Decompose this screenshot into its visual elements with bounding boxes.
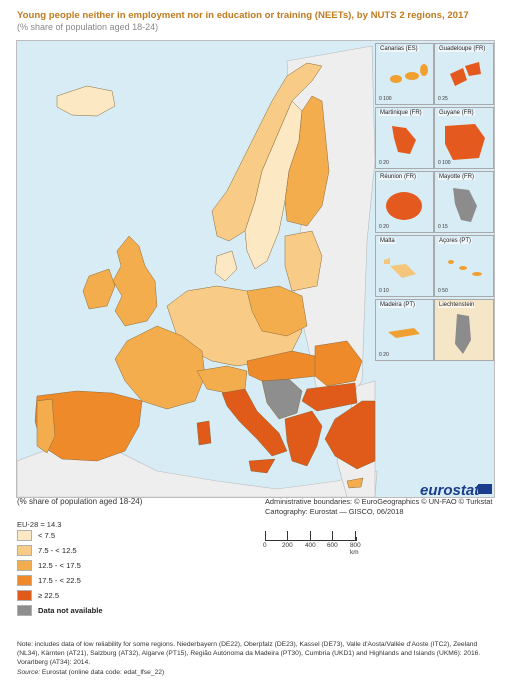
region-baltics bbox=[284, 230, 323, 292]
region-portugal bbox=[36, 398, 56, 454]
legend-caption: (% share of population aged 18-24) bbox=[17, 497, 143, 506]
region-croatia-hungary bbox=[246, 350, 318, 382]
europe-map bbox=[17, 45, 378, 497]
scale-bar: 0 200 400 600 800 km bbox=[263, 531, 365, 556]
legend-swatch bbox=[17, 574, 32, 586]
scale-label: 0 bbox=[263, 542, 267, 549]
legend-label: Data not available bbox=[38, 605, 103, 615]
scale-tick bbox=[355, 531, 356, 540]
inset-mayotte: Mayotte (FR) 0 15 bbox=[434, 171, 494, 233]
region-denmark bbox=[214, 250, 238, 282]
map-title: Young people neither in employment nor i… bbox=[17, 10, 469, 21]
inset-madeira-shape bbox=[388, 328, 420, 338]
region-finland bbox=[284, 95, 330, 227]
eurostat-logo: eurostat bbox=[420, 482, 480, 499]
inset-guadeloupe: Guadeloupe (FR) 0 25 bbox=[434, 43, 494, 105]
source-label: Source: bbox=[17, 669, 41, 676]
scale-label: 400 bbox=[305, 542, 316, 549]
region-balkans-na bbox=[261, 378, 303, 420]
boundaries-credit: Administrative boundaries: © EuroGeograp… bbox=[265, 497, 492, 516]
region-greece bbox=[284, 410, 323, 467]
region-bulgaria bbox=[301, 382, 358, 412]
legend-swatch bbox=[17, 604, 32, 616]
legend-swatch bbox=[17, 529, 32, 541]
inset-guyane-shape bbox=[445, 124, 485, 160]
inset-malta: Malta 0 10 bbox=[375, 235, 434, 297]
map-subtitle: (% share of population aged 18-24) bbox=[17, 22, 159, 32]
region-north-italy bbox=[196, 365, 248, 394]
inset-liechtenstein-shape bbox=[455, 314, 471, 354]
region-norway bbox=[211, 62, 323, 242]
legend-item: Data not available bbox=[17, 604, 103, 616]
inset-reunion: Réunion (FR) 0 20 bbox=[375, 171, 434, 233]
map-frame: Canarias (ES) 0 100 Guadeloupe (FR) 0 25… bbox=[16, 40, 495, 498]
inset-canarias-shape bbox=[390, 64, 428, 83]
scale-label: 200 bbox=[282, 542, 293, 549]
source-line: Source: Eurostat (online data code: edat… bbox=[17, 669, 164, 676]
legend-label: 7.5 - < 12.5 bbox=[38, 545, 77, 555]
inset-reunion-shape bbox=[386, 192, 422, 220]
boundaries-line-2: Cartography: Eurostat — GISCO, 06/2018 bbox=[265, 506, 404, 516]
region-south-italy bbox=[221, 388, 288, 457]
legend-swatch bbox=[17, 559, 32, 571]
inset-martinique-shape bbox=[392, 126, 416, 154]
scale-tick bbox=[332, 531, 333, 540]
legend-label: < 7.5 bbox=[38, 530, 56, 540]
eu-flag-icon bbox=[478, 484, 492, 494]
region-uk bbox=[112, 235, 158, 327]
legend-item: 7.5 - < 12.5 bbox=[17, 544, 77, 556]
boundaries-line-1: Administrative boundaries: © EuroGeograp… bbox=[265, 497, 493, 506]
inset-madeira: Madeira (PT) 0 20 bbox=[375, 299, 434, 361]
legend-swatch bbox=[17, 589, 32, 601]
legend-swatch bbox=[17, 544, 32, 556]
region-cyprus bbox=[346, 477, 364, 489]
scale-tick bbox=[310, 531, 311, 540]
legend-item: ≥ 22.5 bbox=[17, 589, 60, 601]
region-ireland bbox=[82, 268, 116, 310]
inset-canarias: Canarias (ES) 0 100 bbox=[375, 43, 434, 105]
scale-label: 800 km bbox=[350, 542, 361, 556]
region-poland bbox=[246, 285, 308, 337]
legend-item: 17.5 - < 22.5 bbox=[17, 574, 81, 586]
inset-acores: Açores (PT) 0 50 bbox=[434, 235, 494, 297]
footnote: Note: includes data of low reliability f… bbox=[17, 641, 481, 666]
legend-item: < 7.5 bbox=[17, 529, 56, 541]
legend-label: 17.5 - < 22.5 bbox=[38, 575, 81, 585]
region-romania bbox=[314, 340, 363, 387]
inset-mayotte-shape bbox=[453, 188, 477, 222]
inset-martinique: Martinique (FR) 0 20 bbox=[375, 107, 434, 169]
inset-guyane: Guyane (FR) 0 100 bbox=[434, 107, 494, 169]
inset-liechtenstein: Liechtenstein bbox=[434, 299, 494, 361]
scale-tick bbox=[265, 531, 266, 540]
region-sardinia bbox=[196, 420, 212, 446]
region-turkey bbox=[324, 400, 376, 470]
legend-label: ≥ 22.5 bbox=[38, 590, 60, 600]
region-iceland bbox=[56, 85, 116, 117]
inset-guadeloupe-shape bbox=[450, 62, 481, 86]
region-sicily bbox=[248, 458, 276, 474]
scale-label: 600 bbox=[327, 542, 338, 549]
scale-line bbox=[265, 537, 357, 541]
scale-tick bbox=[287, 531, 288, 540]
source-text: Eurostat (online data code: edat_lfse_22… bbox=[41, 669, 165, 676]
region-france bbox=[114, 325, 206, 410]
legend-label: 12.5 - < 17.5 bbox=[38, 560, 81, 570]
legend-eu-average: EU-28 = 14.3 bbox=[17, 520, 62, 529]
inset-malta-shape bbox=[384, 258, 416, 278]
legend-item: 12.5 - < 17.5 bbox=[17, 559, 81, 571]
inset-acores-shape bbox=[448, 260, 482, 276]
